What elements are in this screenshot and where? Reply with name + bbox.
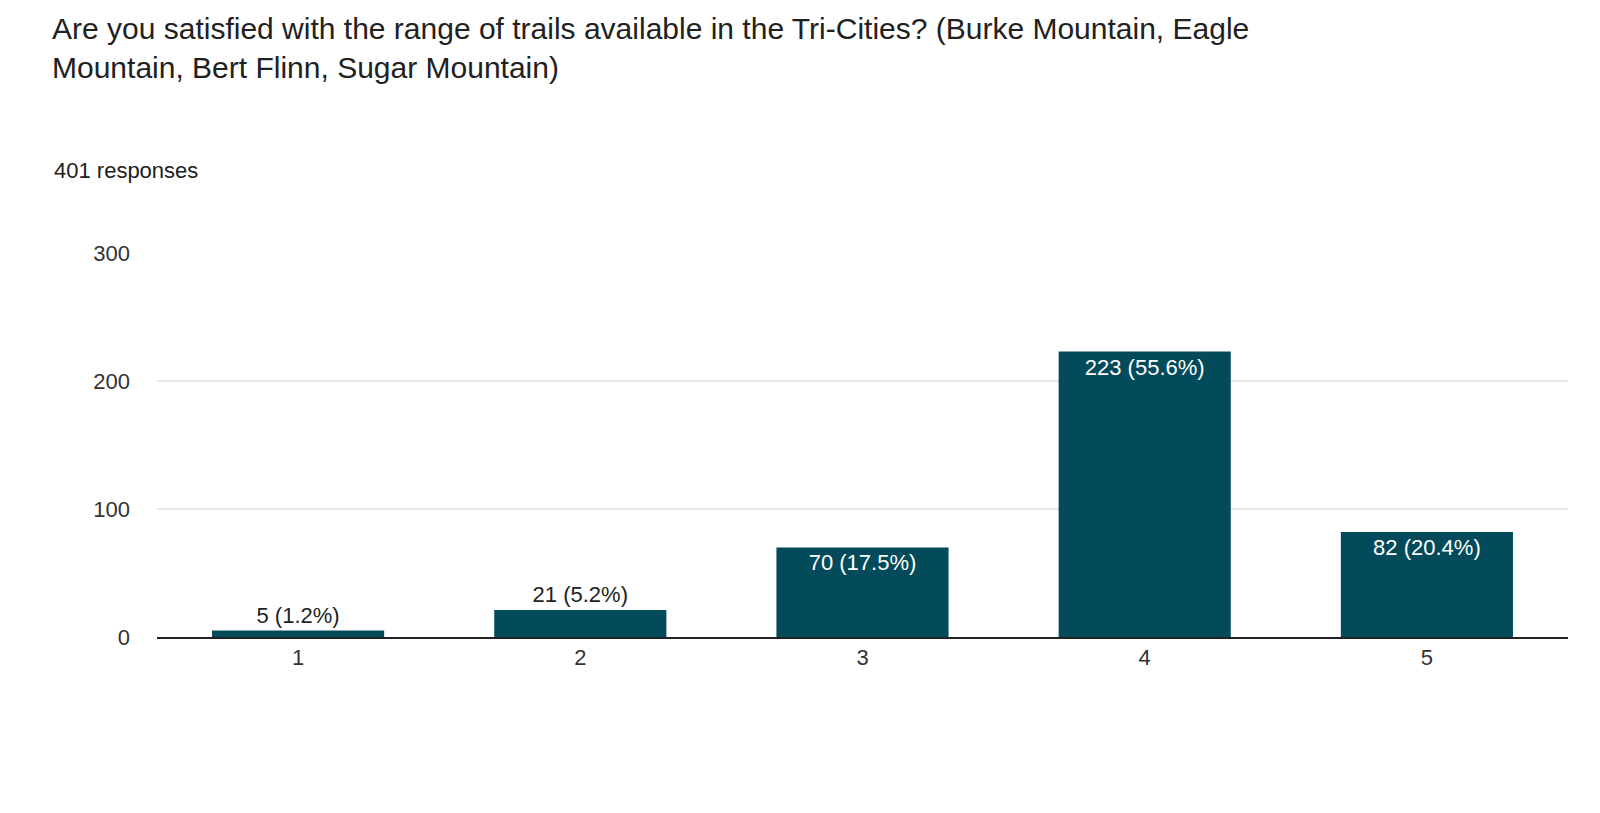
svg-text:100: 100 [93,497,130,522]
svg-text:5: 5 [1421,645,1433,670]
svg-text:Are you satisfied with the ran: Are you satisfied with the range of trai… [52,12,1249,84]
svg-text:70 (17.5%): 70 (17.5%) [809,550,917,575]
svg-text:223 (55.6%): 223 (55.6%) [1085,355,1205,380]
svg-text:5 (1.2%): 5 (1.2%) [257,603,340,628]
svg-text:21 (5.2%): 21 (5.2%) [533,582,628,607]
svg-text:0: 0 [118,625,130,650]
svg-text:3: 3 [856,645,868,670]
svg-text:2: 2 [574,645,586,670]
svg-text:82 (20.4%): 82 (20.4%) [1373,535,1481,560]
svg-text:1: 1 [292,645,304,670]
svg-text:300: 300 [93,241,130,266]
svg-text:200: 200 [93,369,130,394]
svg-text:4: 4 [1139,645,1151,670]
svg-text:401 responses: 401 responses [54,158,198,183]
